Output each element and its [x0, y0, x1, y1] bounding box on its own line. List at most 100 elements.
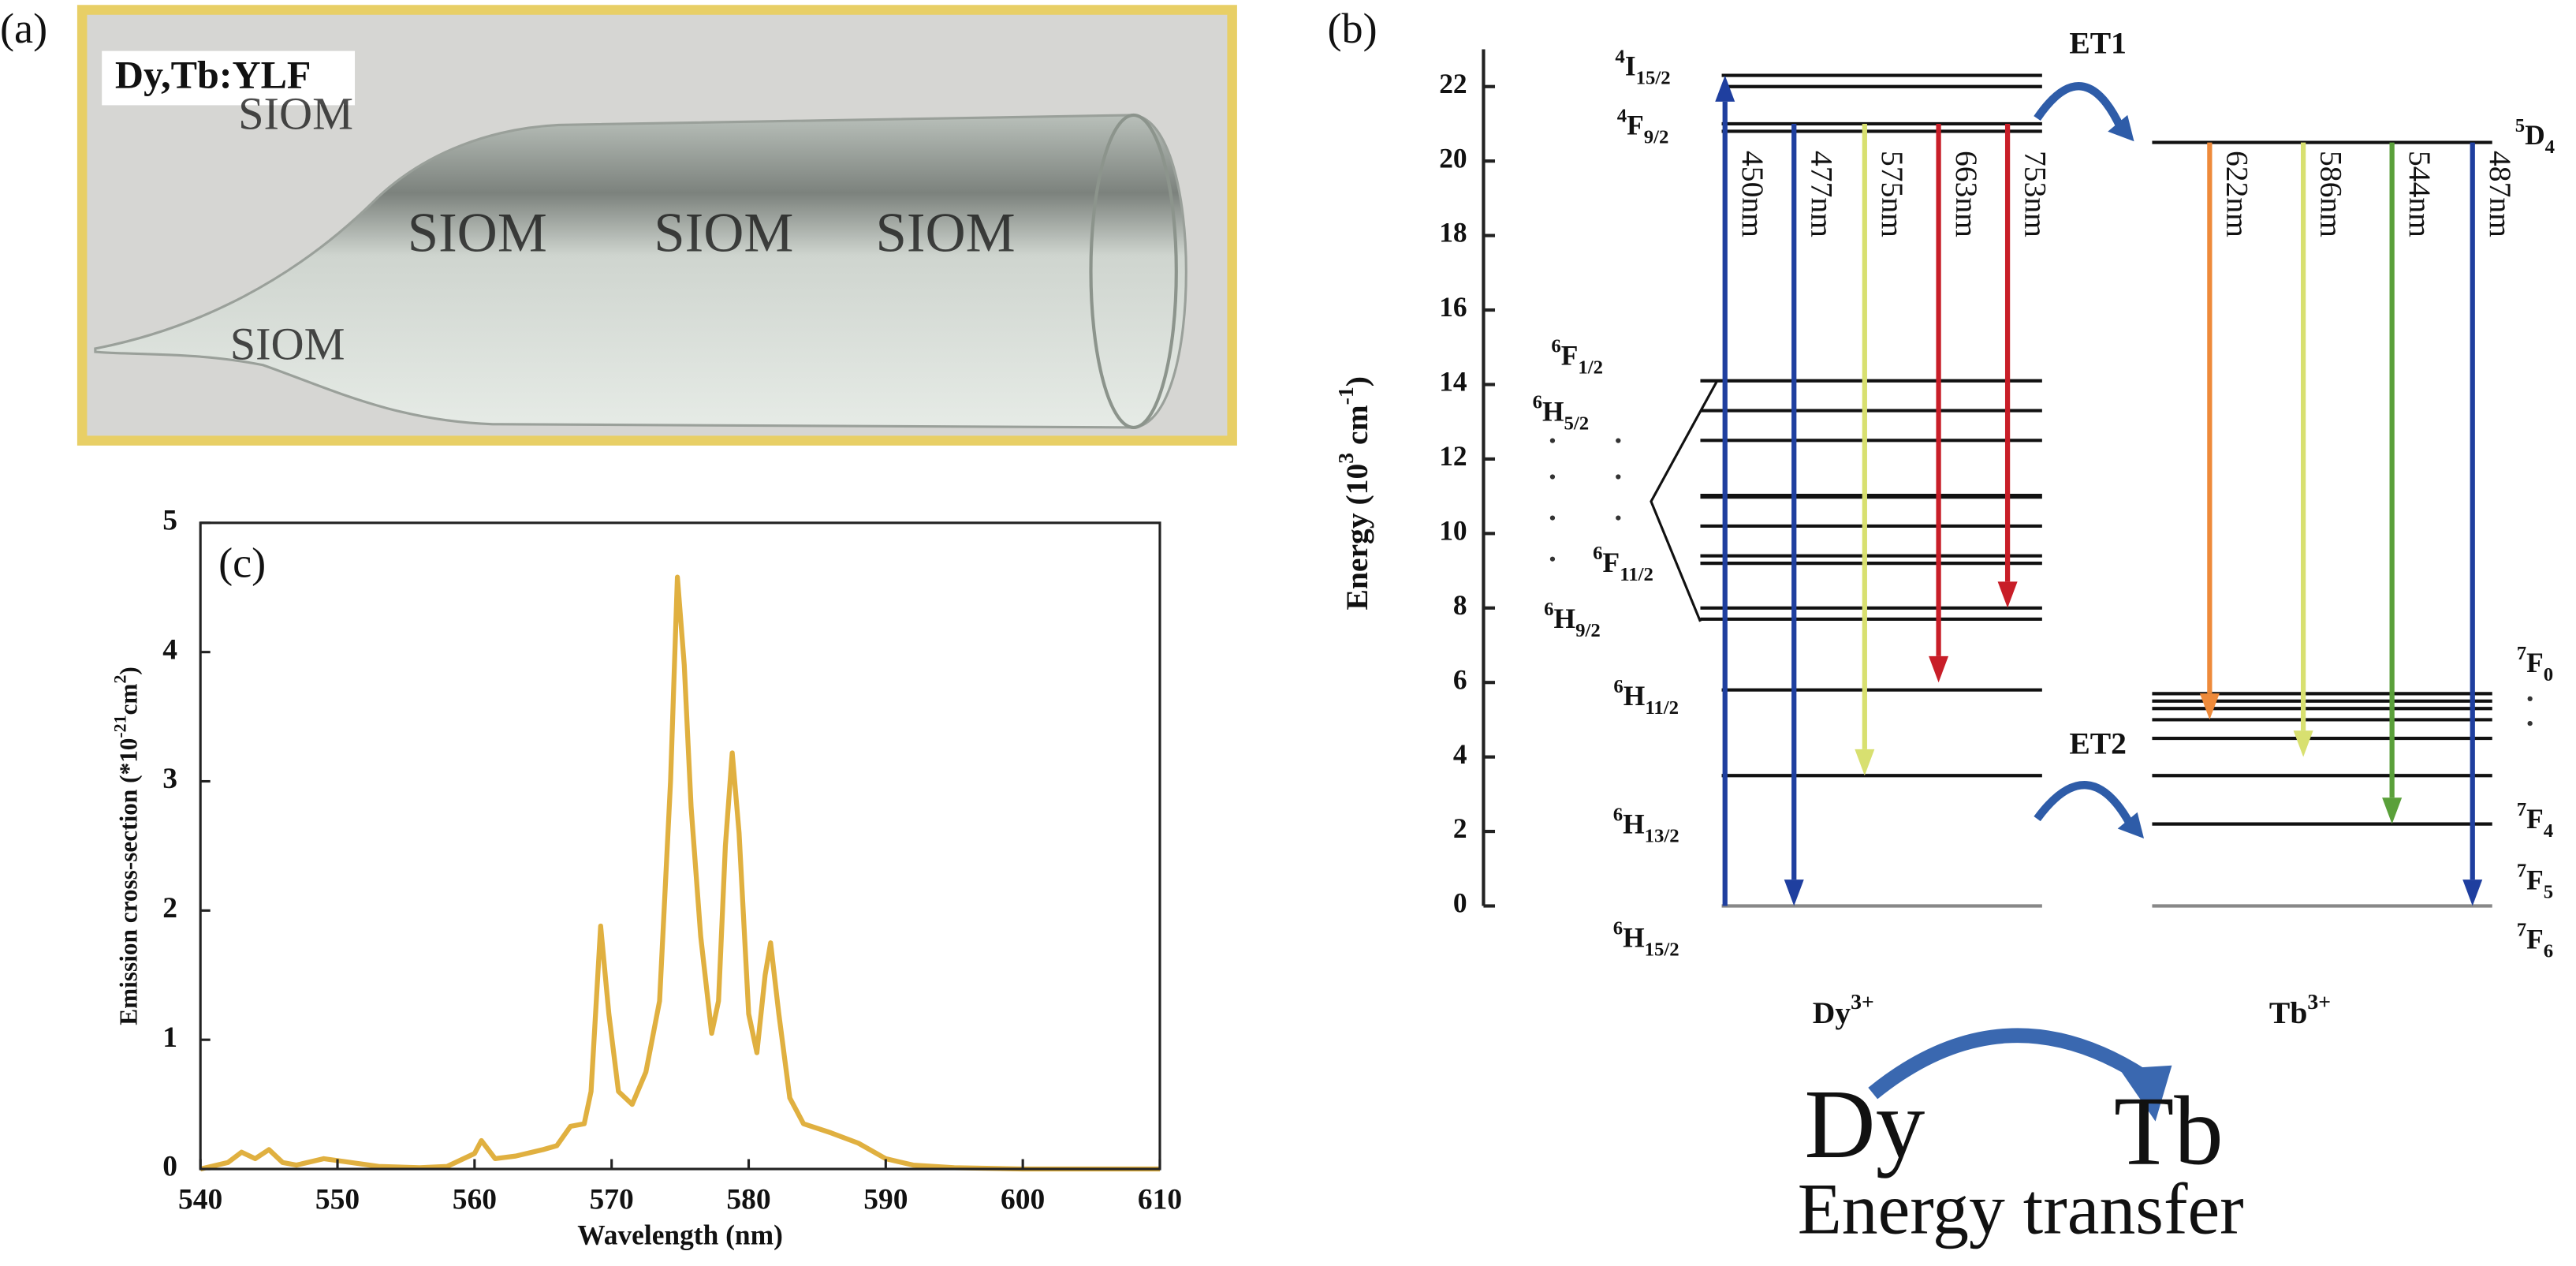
transfer-label: ET1	[2069, 25, 2127, 60]
watermark: SIOM	[230, 318, 345, 369]
x-tick-label: 600	[1001, 1183, 1045, 1216]
arrowhead	[1715, 75, 1735, 102]
ion-label: Dy3+	[1813, 989, 1874, 1030]
arrowhead	[2462, 879, 2483, 906]
transition-label: 663nm	[1949, 151, 1984, 237]
ellipsis-dot	[2527, 721, 2533, 726]
x-tick-label: 540	[178, 1183, 222, 1216]
text-part: F	[1603, 547, 1620, 578]
watermark: SIOM	[408, 202, 547, 263]
ellipsis-dot	[2527, 696, 2533, 702]
text-part: 9/2	[1644, 127, 1669, 148]
text-part: 6	[1533, 391, 1542, 413]
watermark: SIOM	[238, 88, 353, 139]
ellipsis-dot	[1549, 438, 1556, 443]
text-part: 2	[111, 675, 130, 684]
y-tick-label: 6	[1453, 663, 1467, 695]
text-part: F	[2526, 803, 2544, 835]
watermark: SIOM	[876, 202, 1016, 263]
y-tick-label: 1	[162, 1021, 177, 1054]
text-part: 7	[2517, 799, 2526, 820]
arrowhead	[2199, 693, 2220, 720]
text-part: I	[1625, 50, 1636, 82]
x-tick-label: 580	[726, 1183, 770, 1216]
text-part: Energy (10	[1340, 464, 1374, 611]
level-label: 7F4	[2517, 799, 2553, 842]
plot-frame	[199, 521, 1161, 1171]
text-part: 5/2	[1564, 413, 1590, 434]
crystal-end	[1089, 113, 1178, 430]
y-tick-label: 18	[1439, 217, 1467, 248]
level-label: 5D4	[2515, 115, 2555, 158]
text-part: 1/2	[1578, 357, 1603, 379]
x-axis-label: Wavelength (nm)	[577, 1219, 783, 1251]
arrowhead	[2108, 114, 2134, 142]
arrowhead	[2117, 812, 2145, 839]
y-tick-label: 0	[162, 1151, 177, 1183]
text-part: 4	[2544, 820, 2553, 842]
transition-label: 753nm	[2018, 151, 2052, 237]
level-label: 6H11/2	[1613, 676, 1679, 719]
text-part: H	[1623, 921, 1645, 953]
arrowhead	[1997, 581, 2018, 608]
text-part: 11/2	[1620, 564, 1653, 585]
transfer-arc	[2034, 781, 2134, 827]
y-tick-label: 8	[1453, 589, 1467, 621]
text-part: cm	[115, 684, 143, 715]
text-part: 4	[1617, 106, 1627, 127]
text-part: H	[1624, 680, 1646, 711]
y-tick-label: 14	[1439, 366, 1467, 398]
scheme-acceptor: Tb	[2114, 1077, 2224, 1186]
transfer-label: ET2	[2069, 726, 2127, 760]
level-label: 6H15/2	[1613, 917, 1679, 960]
text-part: H	[1542, 395, 1564, 427]
text-part: 6	[1613, 917, 1623, 939]
arrowhead	[1784, 879, 1804, 906]
level-label: 6H13/2	[1613, 805, 1679, 847]
text-part: 6	[1544, 599, 1553, 620]
text-part: 15/2	[1636, 68, 1671, 89]
x-tick-label: 550	[315, 1183, 360, 1216]
panel-label: (a)	[0, 5, 47, 52]
ellipsis-dot	[1616, 438, 1621, 443]
transfer-arc	[2034, 82, 2125, 130]
text-part: 13/2	[1645, 826, 1679, 847]
scheme-caption: Energy transfer	[1798, 1169, 2244, 1249]
level-bracket	[1650, 380, 1718, 622]
x-tick-label: 610	[1138, 1183, 1182, 1216]
text-part: 3	[1333, 453, 1358, 464]
ion-label: Tb3+	[2269, 989, 2331, 1030]
y-tick-label: 10	[1439, 514, 1467, 546]
crystal	[94, 114, 1187, 429]
ellipsis-dot	[1549, 556, 1556, 562]
text-part: 5	[2544, 882, 2553, 903]
transition-label: 586nm	[2313, 151, 2348, 237]
y-tick-label: 22	[1439, 68, 1467, 99]
text-part: 4	[2545, 136, 2555, 158]
photo-panel: Dy,Tb:YLF SIOM SIOM SIOM SIOM SIOM	[76, 5, 1237, 446]
x-tick-label: 590	[863, 1183, 908, 1216]
panel-label: (c)	[218, 540, 266, 587]
text-part: -1	[1333, 387, 1358, 405]
level-label: 4I15/2	[1615, 47, 1670, 89]
ellipsis-dot	[1549, 515, 1556, 521]
ellipsis-dot	[1616, 515, 1621, 521]
x-tick-label: 570	[590, 1183, 634, 1216]
text-part: F	[2526, 864, 2544, 895]
transition-label: 575nm	[1875, 151, 1910, 237]
level-label: 7F6	[2517, 920, 2553, 962]
y-tick-label: 12	[1439, 440, 1467, 472]
y-tick-label: 2	[162, 892, 177, 924]
y-axis-label: Emission cross-section (*10-21cm2)	[111, 667, 143, 1025]
text-part: 6	[1613, 676, 1623, 697]
level-label: 6H9/2	[1544, 599, 1601, 641]
text-part: 4	[1615, 47, 1624, 68]
arrowhead	[1855, 749, 1875, 776]
y-tick-label: 0	[1453, 887, 1467, 919]
transition-label: 477nm	[1804, 151, 1839, 237]
text-part: -21	[111, 715, 130, 738]
text-part: Emission cross-section (*10	[115, 738, 143, 1025]
level-label: 7F0	[2517, 643, 2553, 685]
watermark: SIOM	[654, 202, 793, 263]
